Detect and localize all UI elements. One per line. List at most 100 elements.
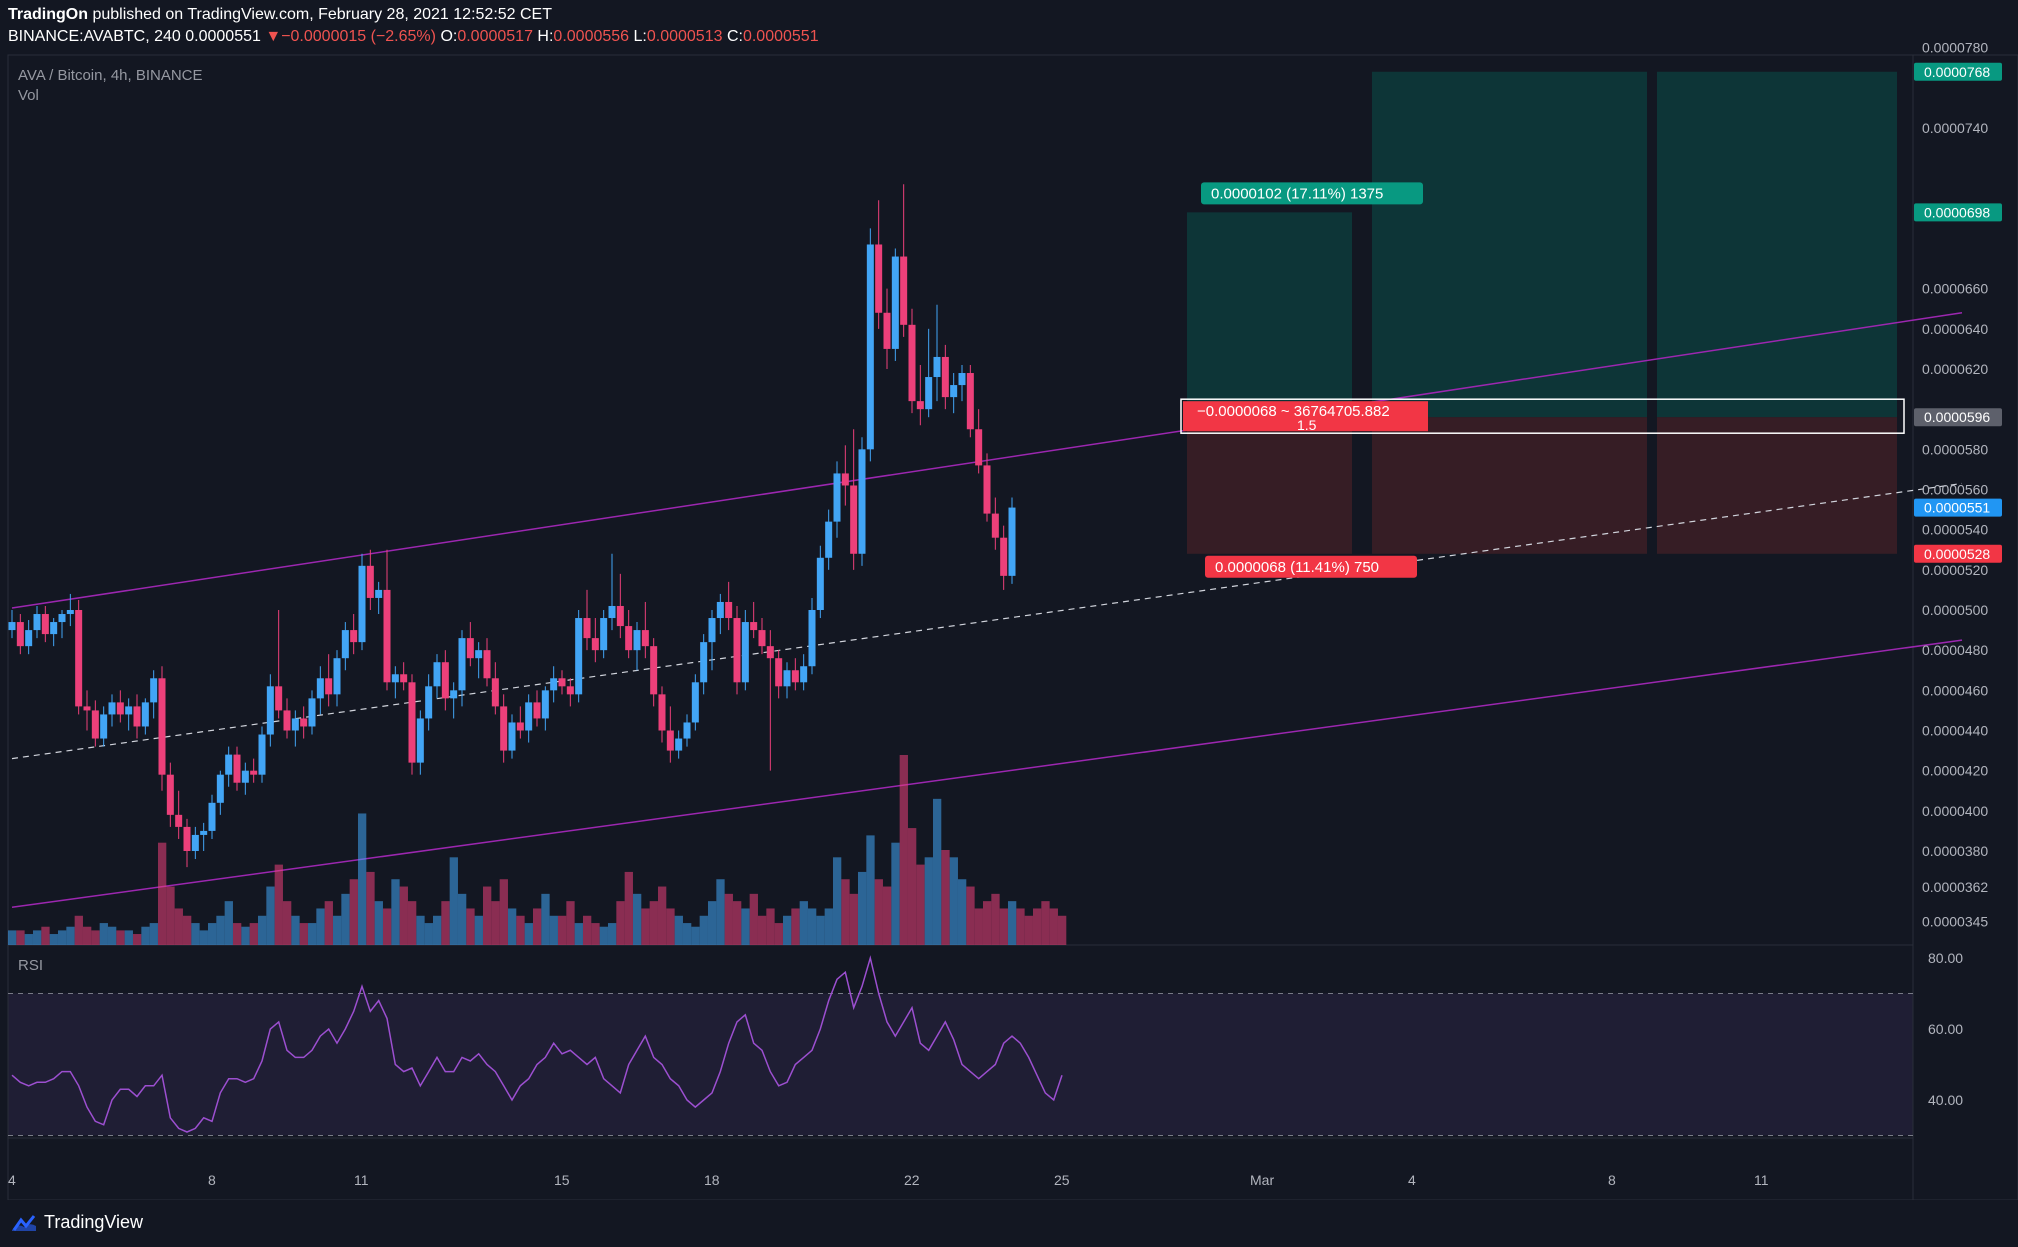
candle-body (275, 686, 283, 711)
volume-bar (616, 901, 625, 945)
price-axis-label-box (1914, 408, 2002, 427)
candle-body (908, 324, 916, 402)
volume-bar (833, 857, 842, 945)
candle-body (175, 814, 183, 827)
volume-bar (899, 755, 908, 945)
volume-bar (874, 879, 883, 945)
chart-header: TradingOn published on TradingView.com, … (0, 0, 2018, 54)
price-axis-label-box (1914, 544, 2002, 563)
price-tick-label: 0.0000345 (1922, 913, 1988, 929)
volume-bar (291, 915, 300, 945)
candle-body (183, 826, 191, 851)
candle-body (216, 774, 224, 803)
price-tick-label: 0.0000362 (1922, 879, 1988, 895)
candle-body (425, 686, 433, 719)
volume-bar (391, 879, 400, 945)
stop-zone-projected-2 (1657, 417, 1897, 554)
candle-body (883, 312, 891, 349)
volume-bar (374, 901, 383, 945)
volume-bar (824, 908, 833, 945)
candle-body (366, 565, 374, 598)
candle-body (866, 244, 874, 450)
volume-bar (958, 879, 967, 945)
volume-bar (766, 908, 775, 945)
channel-lower-line (11, 639, 1963, 908)
volume-bar (816, 915, 825, 945)
volume-bar (533, 908, 542, 945)
price-tick-label: 0.0000480 (1922, 642, 1988, 658)
candle-body (975, 429, 983, 466)
candle-body (716, 601, 724, 619)
volume-bar (341, 893, 350, 945)
publisher-name[interactable]: TradingOn (8, 6, 88, 23)
candle-body (666, 730, 674, 751)
candle-body (41, 614, 49, 635)
candle-body (925, 377, 933, 410)
candle-body (700, 642, 708, 683)
volume-bar (24, 934, 33, 945)
tradingview-logo[interactable]: TradingView (10, 1212, 143, 1233)
candle-body (641, 630, 649, 647)
time-tick-label: 25 (1054, 1172, 1070, 1188)
time-tick-label: 15 (554, 1172, 570, 1188)
candle-body (766, 646, 774, 659)
volume-bar (333, 915, 342, 945)
volume-bar (99, 923, 108, 945)
open-label: O: (440, 28, 458, 45)
candle-body (991, 513, 999, 538)
volume-bar (274, 864, 283, 945)
candle-body (475, 650, 483, 659)
candle-body (466, 638, 474, 659)
volume-bar (183, 915, 192, 945)
candle-body (100, 714, 108, 739)
candle-body (541, 690, 549, 719)
candle-body (200, 830, 208, 835)
candle-body (258, 734, 266, 775)
price-tick-label: 0.0000740 (1922, 120, 1988, 136)
price-axis-label: 0.0000551 (1924, 500, 1990, 516)
candle-body (308, 698, 316, 727)
volume-bar (608, 923, 617, 945)
candle-body (933, 356, 941, 378)
candle-body (525, 702, 533, 731)
volume-bar (74, 915, 83, 945)
rsi-band (8, 993, 1913, 1136)
volume-bar (866, 835, 875, 945)
candle-body (116, 702, 124, 715)
candle-body (650, 646, 658, 695)
volume-bar (149, 923, 158, 945)
candle-body (50, 622, 58, 635)
price-tick-label: 0.0000540 (1922, 522, 1988, 538)
candle-body (441, 662, 449, 699)
candle-body (966, 373, 974, 430)
candle-body (358, 565, 366, 643)
volume-bar (216, 915, 225, 945)
price-tick-label: 0.0000420 (1922, 763, 1988, 779)
candle-body (691, 682, 699, 723)
volume-bar (849, 893, 858, 945)
candle-body (350, 630, 358, 643)
volume-bar (366, 871, 375, 945)
time-tick-label: Mar (1250, 1172, 1274, 1188)
volume-bar (299, 923, 308, 945)
volume-bar (1024, 915, 1033, 945)
candle-body (300, 718, 308, 727)
price-axis-label-box (1914, 62, 2002, 81)
volume-bar (791, 908, 800, 945)
channel-middle-line (11, 482, 1963, 760)
volume-bar (449, 857, 458, 945)
price-chart[interactable]: 0.0000345 0.0000362 0.0000380 0.0000400 0.00… (0, 0, 2018, 1200)
candle-body (33, 614, 41, 631)
volume-bar (691, 926, 700, 945)
volume-bar (966, 886, 975, 945)
candle-body (758, 630, 766, 647)
price-change: −0.0000015 (−2.65%) (281, 28, 436, 45)
volume-bar (999, 908, 1008, 945)
volume-bar (1058, 915, 1067, 945)
volume-bar (108, 926, 117, 945)
volume-bar (83, 926, 92, 945)
candle-body (725, 601, 733, 619)
candle-body (508, 722, 516, 751)
candle-body (741, 622, 749, 683)
volume-bar (124, 930, 133, 945)
